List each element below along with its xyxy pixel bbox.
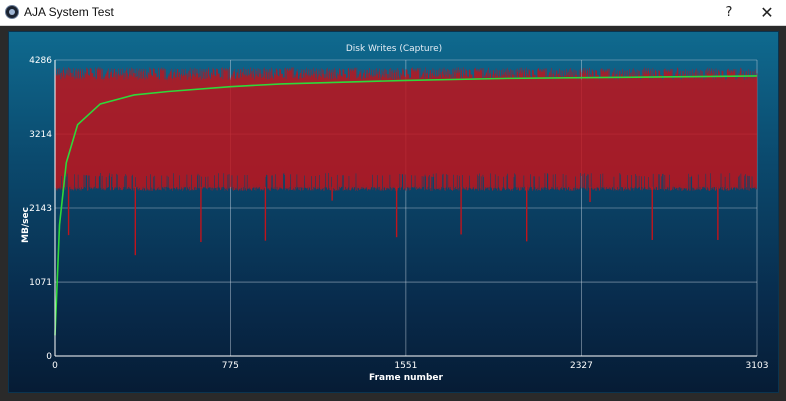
title-bar: AJA System Test ? ✕	[0, 0, 786, 26]
per-frame-line	[54, 67, 758, 191]
disk-writes-chart: Disk Writes (Capture) 010712143321442860…	[21, 44, 768, 383]
x-axis-label: Frame number	[369, 373, 443, 383]
x-tick-label: 2327	[570, 361, 593, 371]
per-frame-series	[54, 67, 758, 256]
chart-title: Disk Writes (Capture)	[346, 44, 442, 54]
window-title: AJA System Test	[24, 5, 114, 19]
y-axis-label: MB/sec	[21, 207, 31, 243]
close-button[interactable]: ✕	[760, 3, 774, 22]
y-tick-label: 2143	[29, 204, 52, 214]
chart-panel: Disk Writes (Capture) 0 1071 2143 3214 4286 0…	[8, 31, 779, 393]
aja-app-icon	[5, 5, 19, 19]
y-tick-label: 3214	[29, 130, 52, 140]
x-tick-label: 775	[222, 361, 239, 371]
axes: 0 1071 2143 3214 4286 0 775 1551 2327 3103	[29, 56, 768, 371]
x-tick-label: 3103	[746, 361, 769, 371]
x-tick-label: 1551	[394, 361, 417, 371]
y-tick-label: 4286	[29, 56, 52, 66]
y-tick-label: 1071	[29, 278, 52, 288]
average-line	[54, 75, 758, 336]
help-button[interactable]: ?	[725, 5, 733, 20]
average-series	[54, 75, 758, 336]
x-tick-label: 0	[52, 361, 58, 371]
y-tick-label: 0	[46, 352, 52, 362]
